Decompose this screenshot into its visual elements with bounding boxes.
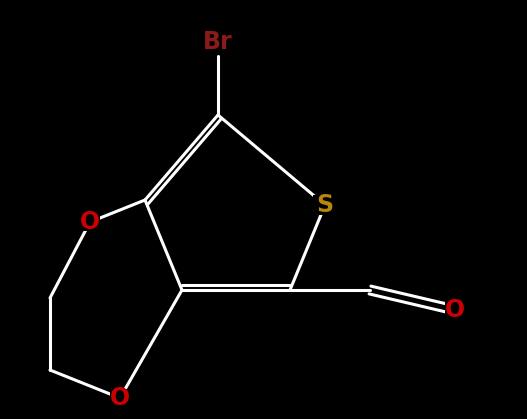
Bar — [313, 195, 337, 215]
Text: Br: Br — [203, 30, 233, 54]
Text: O: O — [80, 210, 100, 234]
Text: O: O — [445, 298, 465, 322]
Text: S: S — [316, 193, 334, 217]
Bar — [201, 32, 235, 52]
Bar — [110, 389, 130, 407]
Bar — [80, 213, 100, 231]
Bar — [445, 301, 465, 319]
Text: O: O — [110, 386, 130, 410]
